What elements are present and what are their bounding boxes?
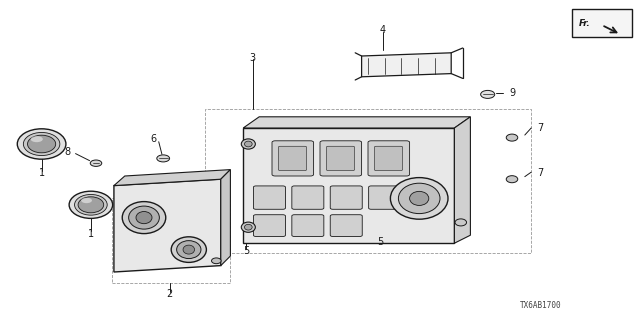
FancyBboxPatch shape xyxy=(320,141,362,176)
Text: 9: 9 xyxy=(509,88,515,98)
FancyBboxPatch shape xyxy=(253,215,285,236)
Text: 1: 1 xyxy=(88,228,94,239)
FancyBboxPatch shape xyxy=(292,186,324,209)
Ellipse shape xyxy=(69,191,113,219)
Ellipse shape xyxy=(506,176,518,183)
Ellipse shape xyxy=(17,129,66,159)
FancyBboxPatch shape xyxy=(253,186,285,209)
Text: 5: 5 xyxy=(378,236,384,247)
Text: TX6AB1700: TX6AB1700 xyxy=(520,301,562,310)
Ellipse shape xyxy=(136,212,152,224)
Ellipse shape xyxy=(28,135,56,153)
Ellipse shape xyxy=(81,198,92,203)
Ellipse shape xyxy=(506,134,518,141)
Polygon shape xyxy=(243,117,470,128)
Ellipse shape xyxy=(78,197,104,213)
Ellipse shape xyxy=(31,136,43,142)
Text: 4: 4 xyxy=(380,25,386,36)
FancyBboxPatch shape xyxy=(278,146,307,171)
Ellipse shape xyxy=(74,195,107,215)
Polygon shape xyxy=(114,179,221,272)
FancyBboxPatch shape xyxy=(292,215,324,236)
Text: 7: 7 xyxy=(538,123,544,133)
Ellipse shape xyxy=(90,160,102,166)
Ellipse shape xyxy=(122,202,166,234)
FancyBboxPatch shape xyxy=(330,186,362,209)
Ellipse shape xyxy=(390,178,448,219)
Ellipse shape xyxy=(211,258,221,264)
Ellipse shape xyxy=(241,222,255,232)
Ellipse shape xyxy=(410,191,429,205)
Text: 5: 5 xyxy=(243,246,250,256)
Ellipse shape xyxy=(244,141,252,147)
FancyBboxPatch shape xyxy=(326,146,355,171)
Ellipse shape xyxy=(398,183,440,214)
Polygon shape xyxy=(243,128,454,243)
Text: 3: 3 xyxy=(250,52,256,63)
FancyBboxPatch shape xyxy=(272,141,314,176)
Ellipse shape xyxy=(157,155,170,162)
Text: 8: 8 xyxy=(64,147,70,157)
Ellipse shape xyxy=(129,206,159,229)
Ellipse shape xyxy=(455,219,467,226)
Ellipse shape xyxy=(23,132,60,156)
Ellipse shape xyxy=(481,91,495,99)
FancyBboxPatch shape xyxy=(369,186,401,209)
FancyBboxPatch shape xyxy=(374,146,403,171)
Ellipse shape xyxy=(172,237,206,262)
Text: 7: 7 xyxy=(538,168,544,178)
Text: 2: 2 xyxy=(166,289,173,300)
Polygon shape xyxy=(454,117,470,243)
Ellipse shape xyxy=(177,241,201,259)
Polygon shape xyxy=(221,170,230,266)
Polygon shape xyxy=(362,53,451,77)
Ellipse shape xyxy=(241,139,255,149)
Polygon shape xyxy=(114,170,230,186)
Ellipse shape xyxy=(183,245,195,254)
Text: 6: 6 xyxy=(150,134,157,144)
FancyBboxPatch shape xyxy=(572,9,632,37)
Text: Fr.: Fr. xyxy=(579,19,591,28)
FancyBboxPatch shape xyxy=(330,215,362,236)
Text: 1: 1 xyxy=(38,168,45,178)
Ellipse shape xyxy=(244,224,252,230)
FancyBboxPatch shape xyxy=(368,141,410,176)
